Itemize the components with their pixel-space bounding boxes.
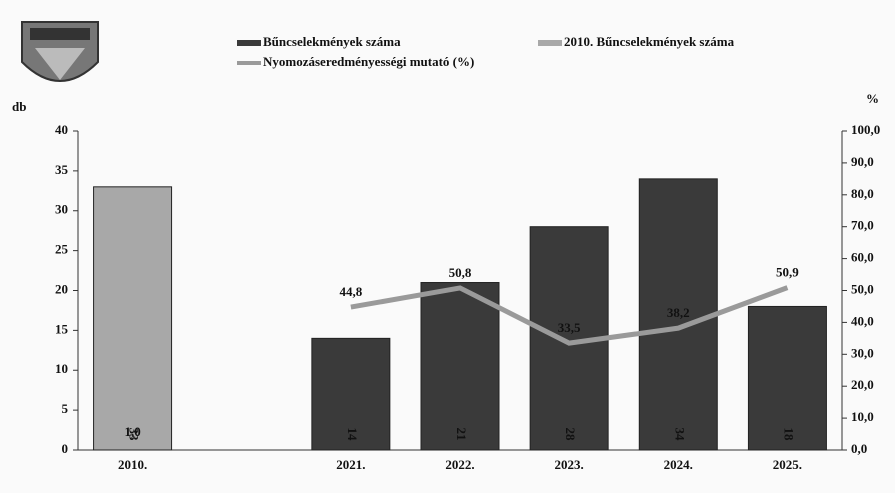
y2-tick-label: 0,0 xyxy=(851,441,867,456)
bar-value-label: 28 xyxy=(563,428,578,442)
bar xyxy=(747,305,827,451)
bar-value-label: 34 xyxy=(672,428,687,442)
y-tick-label: 15 xyxy=(55,321,69,336)
legend-label: Nyomozáseredményességi mutató (%) xyxy=(263,54,474,69)
y2-tick-label: 50,0 xyxy=(851,281,874,296)
y-tick-label: 40 xyxy=(55,122,68,137)
y-tick-label: 5 xyxy=(62,401,69,416)
x-tick-label: 2010. xyxy=(118,457,147,472)
bar-value-label: 21 xyxy=(454,428,469,441)
y-axis-label: db xyxy=(12,99,26,114)
y2-tick-label: 30,0 xyxy=(851,345,874,360)
y2-tick-label: 40,0 xyxy=(851,313,874,328)
y2-tick-label: 100,0 xyxy=(851,122,880,137)
x-tick-label: 2025. xyxy=(773,457,802,472)
x-tick-label: 2023. xyxy=(555,457,584,472)
y-tick-label: 0 xyxy=(62,441,69,456)
bar-value-label: 33 xyxy=(127,428,142,442)
y-tick-label: 10 xyxy=(55,361,68,376)
y2-tick-label: 60,0 xyxy=(851,250,874,265)
legend-swatch xyxy=(237,40,261,46)
line xyxy=(350,285,789,346)
y2-tick-label: 80,0 xyxy=(851,186,874,201)
y-tick-label: 30 xyxy=(55,202,68,217)
legend-swatch xyxy=(538,40,562,46)
line-value-label: 50,8 xyxy=(449,265,472,280)
y2-tick-label: 20,0 xyxy=(851,377,874,392)
bar xyxy=(93,186,173,451)
y-tick-label: 35 xyxy=(55,162,69,177)
logo xyxy=(21,21,99,82)
x-tick-label: 2024. xyxy=(664,457,693,472)
bar xyxy=(420,282,500,451)
bar-value-label: 14 xyxy=(345,428,360,442)
line-value-label: 33,5 xyxy=(558,320,581,335)
legend-label: Bűncselekmények száma xyxy=(263,34,401,49)
y2-tick-label: 10,0 xyxy=(851,409,874,424)
bar xyxy=(638,178,718,451)
line-value-label: 38,2 xyxy=(667,305,690,320)
x-tick-label: 2021. xyxy=(336,457,365,472)
line-value-label: 44,8 xyxy=(339,284,362,299)
bar xyxy=(311,337,391,451)
y2-tick-label: 90,0 xyxy=(851,154,874,169)
y2-tick-label: 70,0 xyxy=(851,218,874,233)
x-tick-label: 2022. xyxy=(445,457,474,472)
bar-value-label: 18 xyxy=(781,428,796,442)
line-value-label: 50,9 xyxy=(776,265,799,280)
legend-label: 2010. Bűncselekmények száma xyxy=(564,34,735,49)
y-tick-label: 20 xyxy=(55,281,68,296)
y2-axis-label: % xyxy=(866,91,879,106)
line-value-label: 1,0 xyxy=(124,424,140,439)
y-tick-label: 25 xyxy=(55,242,69,257)
